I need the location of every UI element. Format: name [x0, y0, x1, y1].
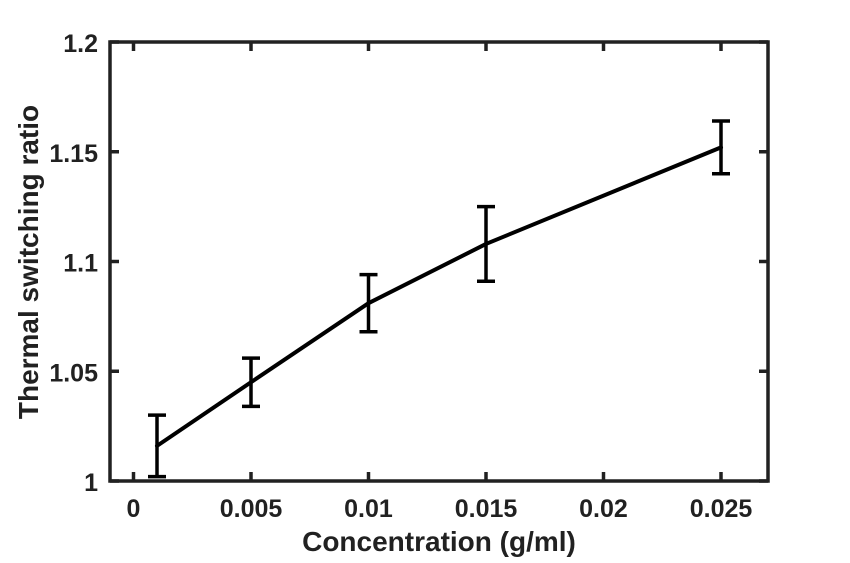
y-tick-label: 1.15 [49, 140, 98, 168]
x-axis-label: Concentration (g/ml) [302, 526, 576, 557]
data-line [155, 145, 723, 448]
y-tick-label: 1.1 [63, 250, 98, 278]
x-tick-label: 0.015 [455, 495, 518, 523]
y-tick-label: 1 [84, 469, 98, 497]
y-axis-label: Thermal switching ratio [13, 105, 44, 419]
x-tick-label: 0.02 [579, 495, 628, 523]
x-tick-label: 0.01 [344, 495, 393, 523]
y-tick-label: 1.05 [49, 359, 98, 387]
y-tick-label: 1.2 [63, 30, 98, 58]
x-tick-label: 0.005 [220, 495, 283, 523]
x-tick-label: 0.025 [690, 495, 753, 523]
x-tick-label: 0 [127, 495, 141, 523]
plot-area: 0 0.005 0.01 0.015 0.02 0.025 1 1.05 1.1 1.15 1.2 [49, 30, 770, 523]
axes-box [108, 40, 770, 483]
